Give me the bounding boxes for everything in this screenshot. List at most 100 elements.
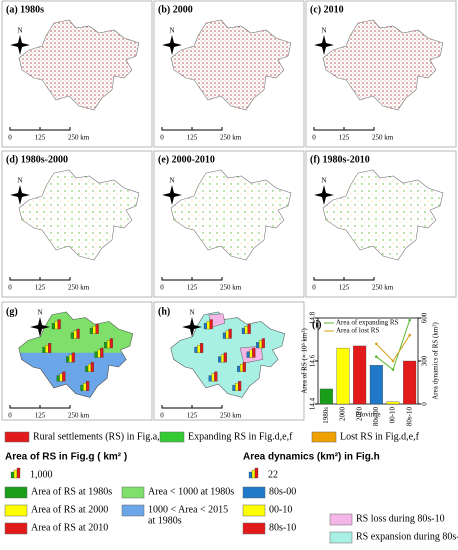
scale-label: 250 km (68, 134, 90, 142)
x-tick-label: 2000 (339, 407, 347, 422)
map-bar-icon (62, 371, 66, 382)
scale-label: 0 (8, 134, 12, 142)
compass (162, 185, 182, 205)
line-point (391, 368, 395, 371)
map-bar-icon (56, 375, 60, 382)
scale-bar (9, 127, 71, 131)
legend-label: 1000 < Area < 2015 (148, 504, 228, 515)
scale-label: 0 (312, 134, 316, 142)
map-bar-icon (209, 319, 213, 330)
map-bar-icon (244, 326, 248, 334)
scale-bar (313, 277, 375, 281)
scale-label: 125 (187, 284, 198, 292)
chart-frame (317, 317, 419, 405)
map-bar-icon (59, 373, 63, 382)
map-bar-icon (238, 381, 242, 391)
map-bar-icon (258, 340, 263, 349)
map-bar-icon (194, 346, 198, 353)
legend-swatch (121, 504, 145, 517)
panel-label: (e) 2000-2010 (158, 154, 215, 165)
map-bar-icon (237, 365, 241, 372)
panel-label: (h) (158, 306, 170, 317)
scale-bar (161, 127, 223, 131)
map-bar-icon (83, 383, 87, 391)
map-bar-icon (241, 327, 245, 334)
panel-label: (b) 2000 (158, 4, 193, 15)
map-bar-icon (68, 354, 73, 363)
map-bar-icon (85, 365, 89, 372)
y-tick-label: 14.8 (309, 311, 317, 324)
line-point (408, 318, 411, 322)
map-bar-icon (66, 356, 70, 363)
map-bar-icon (222, 332, 226, 339)
legend-swatch (121, 486, 145, 499)
map-bar-icon (203, 323, 207, 330)
map-bar-icon (106, 340, 111, 349)
scale-label: 125 (339, 134, 350, 142)
scale-label: 125 (187, 134, 198, 142)
map-bar-icon (104, 342, 108, 349)
map-bar-icon (197, 345, 201, 353)
scale-label: 0 (160, 134, 164, 142)
legend-label: 80s-10 (269, 522, 296, 533)
map-bar-icon (87, 364, 92, 372)
map-bar-icon (90, 362, 94, 372)
map-bar-icon (57, 319, 61, 330)
scale-label: 0 (312, 284, 316, 292)
x-axis-label: Province (356, 411, 381, 419)
map-bar-icon (252, 347, 256, 358)
line-point (408, 333, 411, 337)
north-label: N (189, 309, 194, 317)
legend-label: Rural settlements (RS) in Fig.a,b,c (33, 431, 172, 442)
compass (30, 317, 50, 337)
map-bar-icon (86, 381, 90, 391)
north-label: N (17, 27, 22, 35)
bar (386, 401, 400, 405)
bar (403, 360, 417, 405)
map-bar-icon (247, 324, 251, 334)
x-tick-label: 00-10 (389, 407, 397, 424)
legend-swatch (4, 504, 28, 517)
north-label: N (321, 177, 326, 185)
scale-label: 250 km (220, 134, 242, 142)
legend-icon (10, 467, 21, 479)
legend-swatch (4, 486, 28, 499)
scale-label: 250 km (68, 284, 90, 292)
y2-tick-label: 600 (421, 312, 429, 323)
map-bar-icon (71, 352, 75, 363)
scale-label: 125 (35, 412, 46, 420)
scale-label: 250 km (68, 412, 90, 420)
map-bar-icon (95, 324, 99, 334)
scale-bar (313, 127, 375, 131)
legend-title: Area of RS in Fig.g ( km² ) (5, 452, 127, 463)
scale-label: 125 (339, 284, 350, 292)
panel-label: (d) 1980s-2000 (6, 154, 68, 165)
map-bar-icon (211, 373, 215, 382)
map-bar-icon (13, 469, 18, 479)
map-bar-icon (242, 362, 246, 372)
legend-label: 22 (268, 469, 278, 480)
scale-label: 0 (160, 284, 164, 292)
map-bar-icon (89, 327, 93, 334)
legend-swatch (242, 504, 266, 517)
panel-label: (f) 1980s-2010 (310, 154, 370, 165)
compass (314, 35, 334, 55)
scale-label: 250 km (220, 284, 242, 292)
line-point (375, 355, 378, 359)
legend-swatch (329, 531, 353, 544)
y-tick-label: 14.4 (309, 397, 317, 410)
scale-bar (9, 405, 71, 409)
compass (162, 35, 182, 55)
map-bar-icon (76, 328, 80, 339)
compass (10, 185, 30, 205)
map-bar-icon (80, 384, 84, 391)
map-bar-icon (10, 471, 15, 479)
legend-title: Area dynamics (km²) in Fig.h (243, 452, 380, 463)
map-bar-icon (249, 349, 253, 358)
bar (369, 365, 383, 405)
map-bar-icon (200, 343, 204, 353)
map-bar-icon (94, 351, 98, 358)
legend-label: 1,000 (30, 469, 53, 480)
legend-label: Expanding RS in Fig.d,e,f (188, 431, 293, 442)
